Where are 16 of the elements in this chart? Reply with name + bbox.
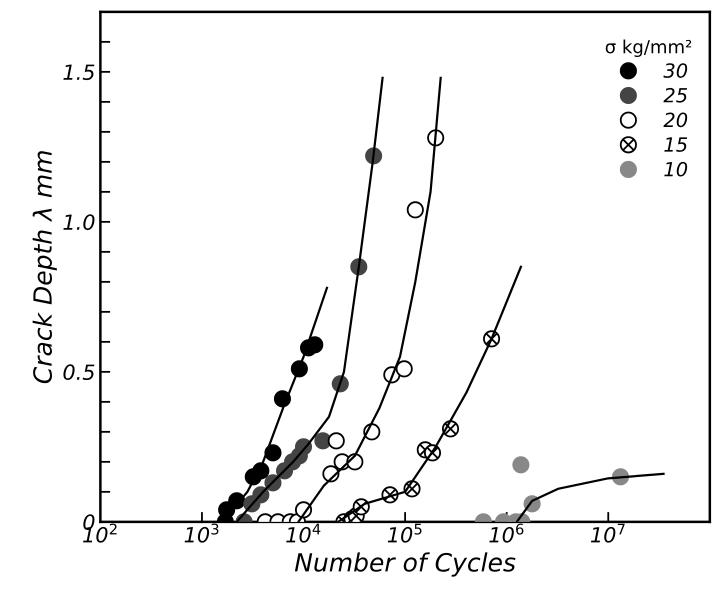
x-tick-label: 10$^{7}$ (590, 524, 625, 543)
y-tick-label: 0.5 (63, 364, 94, 380)
y-axis-title: Crack Depth λ mm (32, 151, 57, 384)
y-tick-label: 1.0 (63, 214, 94, 230)
x-tick-label: 10$^{4}$ (286, 524, 320, 543)
x-tick-label: 10$^{6}$ (489, 524, 524, 543)
x-tick-label: 10$^{3}$ (184, 524, 218, 543)
legend-label: 20 (663, 112, 688, 128)
legend-label: 30 (663, 63, 688, 78)
x-axis-title: Number of Cycles (294, 552, 516, 577)
legend-label: 25 (663, 88, 688, 103)
legend-label: 15 (664, 137, 688, 152)
x-tick-label: 10$^{5}$ (388, 524, 422, 543)
y-tick-label: 1.5 (63, 64, 94, 80)
legend-title: σ kg/mm² (606, 40, 692, 58)
legend-label: 10 (664, 162, 688, 177)
